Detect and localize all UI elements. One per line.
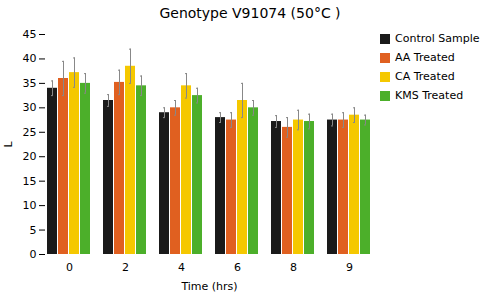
svg-text:8: 8 <box>290 261 297 274</box>
svg-text:20: 20 <box>23 150 37 163</box>
svg-text:2: 2 <box>122 261 129 274</box>
svg-text:6: 6 <box>234 261 241 274</box>
svg-text:15: 15 <box>23 175 37 188</box>
svg-text:30: 30 <box>23 101 37 114</box>
svg-text:0: 0 <box>30 248 37 261</box>
svg-text:4: 4 <box>178 261 185 274</box>
svg-text:35: 35 <box>23 77 37 90</box>
html-text:CA Treated: CA Treated <box>395 70 455 83</box>
svg-text:Time (hrs): Time (hrs) <box>180 280 237 293</box>
svg-text:40: 40 <box>23 52 37 65</box>
html-text:KMS Treated: KMS Treated <box>395 89 464 102</box>
svg-text:25: 25 <box>23 126 37 139</box>
html-text:Control Sample: Control Sample <box>395 32 480 45</box>
svg-text:9: 9 <box>346 261 353 274</box>
svg-text:L: L <box>2 141 15 148</box>
svg-text:0: 0 <box>66 261 73 274</box>
svg-text:5: 5 <box>30 224 37 237</box>
svg-text:45: 45 <box>23 28 37 41</box>
html-text:AA Treated: AA Treated <box>395 51 455 64</box>
html-text:Genotype V91074 (50°C ): Genotype V91074 (50°C ) <box>159 5 341 21</box>
svg-text:10: 10 <box>23 199 37 212</box>
